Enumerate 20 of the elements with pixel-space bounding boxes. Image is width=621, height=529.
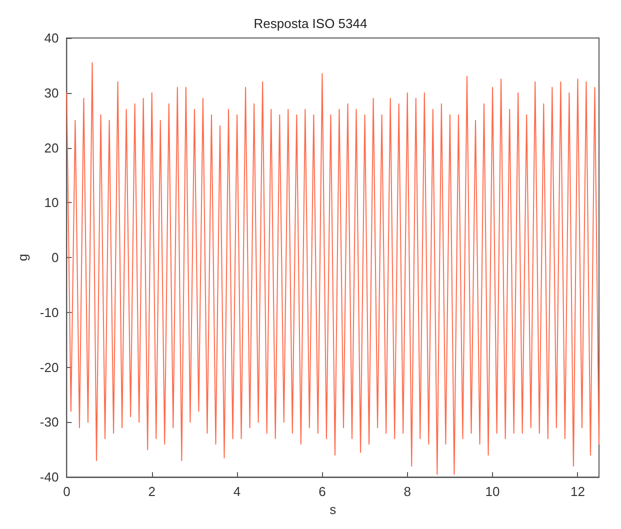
x-tick-label: 8 [404,484,411,500]
chart-title: Resposta ISO 5344 [254,16,368,31]
y-tick-label: -30 [40,414,59,430]
y-tick-label: 40 [44,30,59,46]
y-tick-label: 20 [44,140,59,156]
x-tick-label: 12 [570,484,585,500]
x-tick-label: 10 [485,484,500,500]
y-tick-label: -10 [40,304,59,320]
y-tick-label: 10 [44,195,59,210]
x-tick-label: 6 [318,484,326,500]
y-tick-label: -40 [40,470,59,485]
y-tick-label: 0 [51,250,59,266]
y-tick-label: -20 [40,360,59,375]
x-tick-label: 4 [233,484,241,500]
line-series [66,62,600,475]
y-tick-label: 30 [44,85,59,100]
x-axis-title: s [330,502,337,517]
y-axis-title: g [15,254,30,262]
x-tick-label: 0 [63,484,70,500]
x-tick-label: 2 [148,484,156,500]
